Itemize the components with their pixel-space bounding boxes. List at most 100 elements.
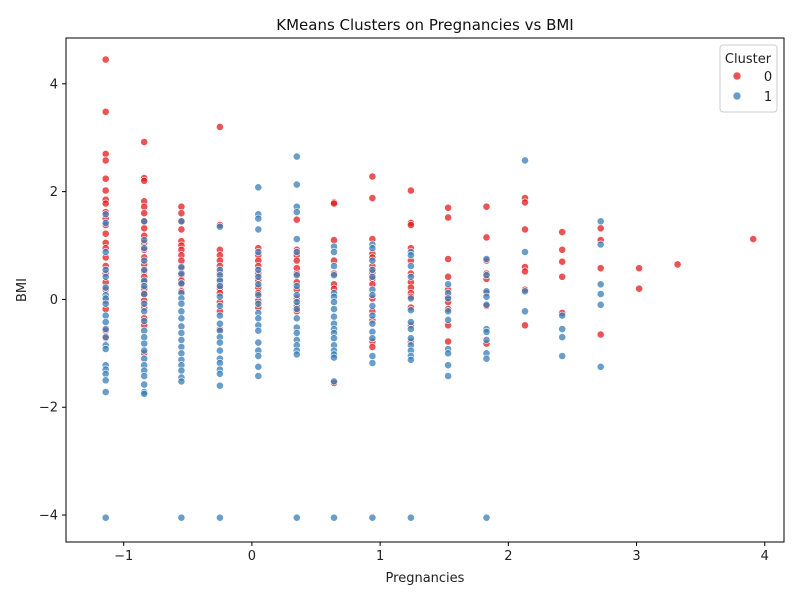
data-point-cluster-1 xyxy=(101,388,110,396)
data-point-cluster-1 xyxy=(521,248,529,256)
data-point-cluster-1 xyxy=(368,359,377,367)
data-point-cluster-1 xyxy=(140,307,149,316)
data-point-cluster-1 xyxy=(177,307,186,316)
data-point-cluster-1 xyxy=(215,326,224,335)
series-1 xyxy=(101,152,605,522)
x-tick-label: 3 xyxy=(632,549,640,564)
data-point-cluster-0 xyxy=(101,174,110,183)
data-point-cluster-1 xyxy=(254,326,263,335)
data-point-cluster-1 xyxy=(101,210,110,219)
data-point-cluster-1 xyxy=(368,265,377,274)
data-point-cluster-1 xyxy=(444,307,452,316)
data-point-cluster-1 xyxy=(140,236,149,244)
data-point-cluster-0 xyxy=(635,284,643,293)
data-point-cluster-1 xyxy=(177,217,186,226)
data-point-cluster-0 xyxy=(101,156,110,165)
data-point-cluster-1 xyxy=(215,301,224,310)
data-point-cluster-1 xyxy=(330,377,338,386)
y-tick-label: 4 xyxy=(50,77,58,92)
data-point-cluster-1 xyxy=(101,376,110,385)
data-point-cluster-1 xyxy=(177,263,186,271)
data-point-cluster-0 xyxy=(177,202,186,211)
data-point-cluster-0 xyxy=(292,215,301,224)
data-point-cluster-1 xyxy=(292,314,301,323)
data-point-cluster-1 xyxy=(292,208,301,216)
data-point-cluster-1 xyxy=(406,355,415,364)
data-point-cluster-0 xyxy=(596,264,605,273)
data-point-cluster-1 xyxy=(596,280,605,289)
data-point-cluster-0 xyxy=(330,236,338,244)
data-point-cluster-1 xyxy=(101,311,110,320)
data-point-cluster-1 xyxy=(140,317,149,325)
data-point-cluster-0 xyxy=(596,224,605,233)
x-tick-label: 4 xyxy=(761,549,769,564)
data-point-cluster-1 xyxy=(140,389,149,398)
legend-title: Cluster xyxy=(725,52,772,67)
legend-label-0: 0 xyxy=(764,70,772,85)
data-point-cluster-1 xyxy=(254,248,263,256)
data-point-cluster-1 xyxy=(444,315,452,324)
y-axis-label: BMI xyxy=(15,278,30,302)
data-point-cluster-0 xyxy=(101,55,110,64)
data-point-cluster-1 xyxy=(101,299,110,308)
data-point-cluster-1 xyxy=(292,235,301,243)
data-point-cluster-1 xyxy=(406,294,415,303)
data-point-cluster-1 xyxy=(254,280,263,289)
data-point-cluster-1 xyxy=(368,256,377,265)
data-point-cluster-1 xyxy=(330,262,338,270)
data-point-cluster-1 xyxy=(596,240,605,249)
data-point-cluster-1 xyxy=(558,325,567,333)
data-point-cluster-1 xyxy=(292,282,301,290)
data-point-cluster-0 xyxy=(368,194,377,202)
data-point-cluster-1 xyxy=(521,287,529,296)
data-point-cluster-1 xyxy=(254,338,263,347)
data-point-cluster-1 xyxy=(330,334,338,343)
data-point-cluster-1 xyxy=(140,354,149,363)
data-point-cluster-1 xyxy=(140,217,149,226)
data-point-cluster-0 xyxy=(101,229,110,238)
data-point-cluster-1 xyxy=(101,345,110,353)
data-point-cluster-1 xyxy=(292,298,301,306)
data-point-cluster-1 xyxy=(215,282,224,290)
data-point-cluster-0 xyxy=(521,225,529,234)
data-point-cluster-0 xyxy=(292,256,301,265)
x-axis: −1 0 1 2 3 4 xyxy=(114,542,769,564)
data-point-cluster-1 xyxy=(140,380,149,389)
data-point-cluster-1 xyxy=(215,311,224,320)
data-point-cluster-1 xyxy=(292,152,301,161)
data-point-cluster-0 xyxy=(521,321,529,330)
legend-items: 01 xyxy=(732,70,772,105)
data-point-cluster-1 xyxy=(482,271,491,280)
data-point-cluster-1 xyxy=(215,369,224,378)
data-point-cluster-1 xyxy=(368,513,377,522)
x-tick-label: −1 xyxy=(114,549,133,564)
data-point-cluster-1 xyxy=(101,265,110,274)
data-point-cluster-1 xyxy=(330,248,338,256)
data-point-cluster-1 xyxy=(254,265,263,274)
data-point-cluster-1 xyxy=(215,292,224,301)
data-point-cluster-1 xyxy=(596,362,605,371)
data-point-cluster-1 xyxy=(406,325,415,333)
data-point-cluster-1 xyxy=(330,298,338,306)
data-point-cluster-1 xyxy=(330,305,338,313)
data-point-cluster-0 xyxy=(406,221,415,229)
data-point-cluster-1 xyxy=(521,156,529,165)
data-point-cluster-1 xyxy=(482,513,491,522)
data-point-cluster-1 xyxy=(330,271,338,280)
data-point-cluster-0 xyxy=(482,233,491,242)
data-point-cluster-1 xyxy=(140,290,149,298)
data-point-cluster-1 xyxy=(330,353,338,362)
data-point-cluster-1 xyxy=(215,513,224,522)
y-tick-label: 2 xyxy=(50,185,58,200)
data-point-cluster-0 xyxy=(177,256,186,265)
data-point-cluster-1 xyxy=(140,326,149,335)
legend-marker-1 xyxy=(732,91,742,101)
data-point-cluster-1 xyxy=(177,269,186,278)
data-point-cluster-0 xyxy=(444,203,452,212)
plot-frame xyxy=(65,37,785,543)
data-point-cluster-1 xyxy=(406,334,415,343)
data-point-cluster-1 xyxy=(292,271,301,280)
data-point-cluster-1 xyxy=(596,290,605,298)
